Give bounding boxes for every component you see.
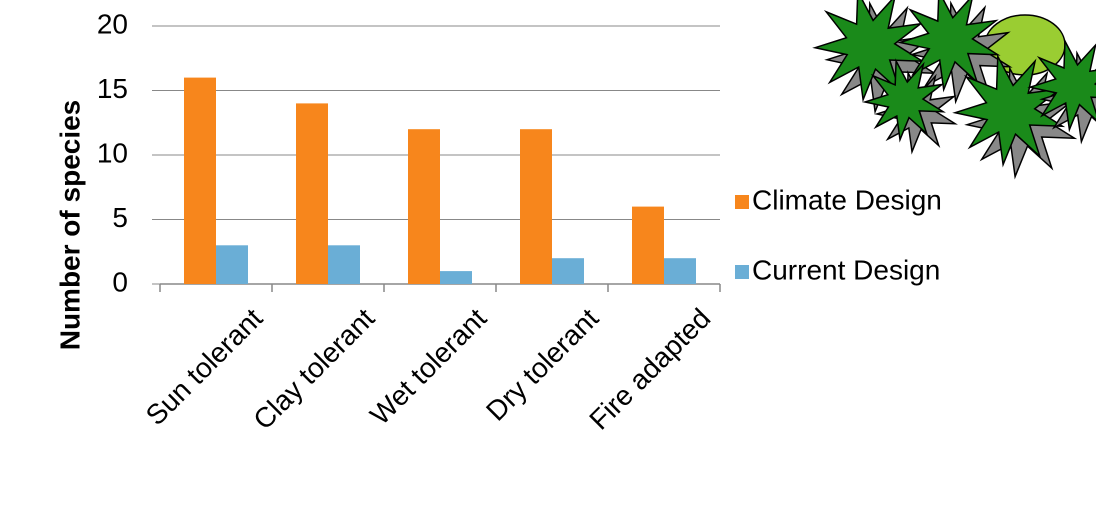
bar — [328, 245, 360, 284]
y-tick-label: 10 — [97, 137, 128, 168]
bar — [184, 77, 216, 284]
bar — [632, 206, 664, 284]
y-tick-label: 15 — [97, 73, 128, 104]
palm-leaf — [1027, 38, 1096, 133]
bar — [216, 245, 248, 284]
y-tick-label: 0 — [112, 266, 128, 297]
y-axis-title: Number of species — [54, 100, 85, 351]
legend-swatch — [735, 195, 749, 209]
x-tick-label: Wet tolerant — [364, 302, 492, 430]
bar — [552, 258, 584, 284]
legend-label: Climate Design — [752, 184, 942, 215]
palm-leaf — [952, 53, 1066, 168]
x-tick-label: Dry tolerant — [480, 302, 604, 426]
bar — [520, 129, 552, 284]
y-tick-label: 20 — [97, 8, 128, 39]
palm-leaf — [812, 0, 926, 103]
bar — [440, 271, 472, 284]
palm-leaf — [897, 0, 1001, 93]
bar — [408, 129, 440, 284]
bar — [296, 103, 328, 285]
x-tick-label: Clay tolerant — [247, 302, 380, 435]
tree-clipart — [812, 0, 1096, 180]
x-tick-label: Fire adapted — [583, 302, 716, 435]
palm-leaf — [862, 58, 946, 143]
bar — [664, 258, 696, 284]
legend-label: Current Design — [752, 254, 940, 285]
legend-swatch — [735, 265, 749, 279]
y-tick-label: 5 — [112, 202, 128, 233]
